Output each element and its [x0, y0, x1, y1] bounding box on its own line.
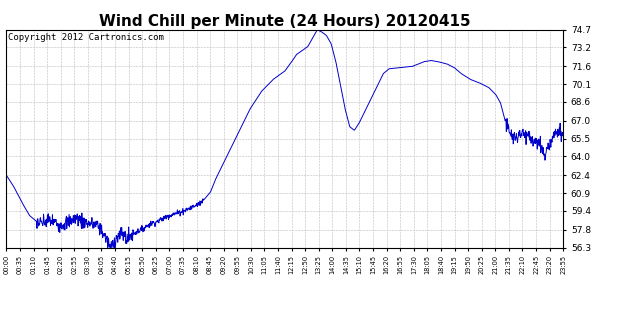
Title: Wind Chill per Minute (24 Hours) 20120415: Wind Chill per Minute (24 Hours) 2012041… — [99, 14, 470, 28]
Text: Copyright 2012 Cartronics.com: Copyright 2012 Cartronics.com — [8, 33, 163, 42]
